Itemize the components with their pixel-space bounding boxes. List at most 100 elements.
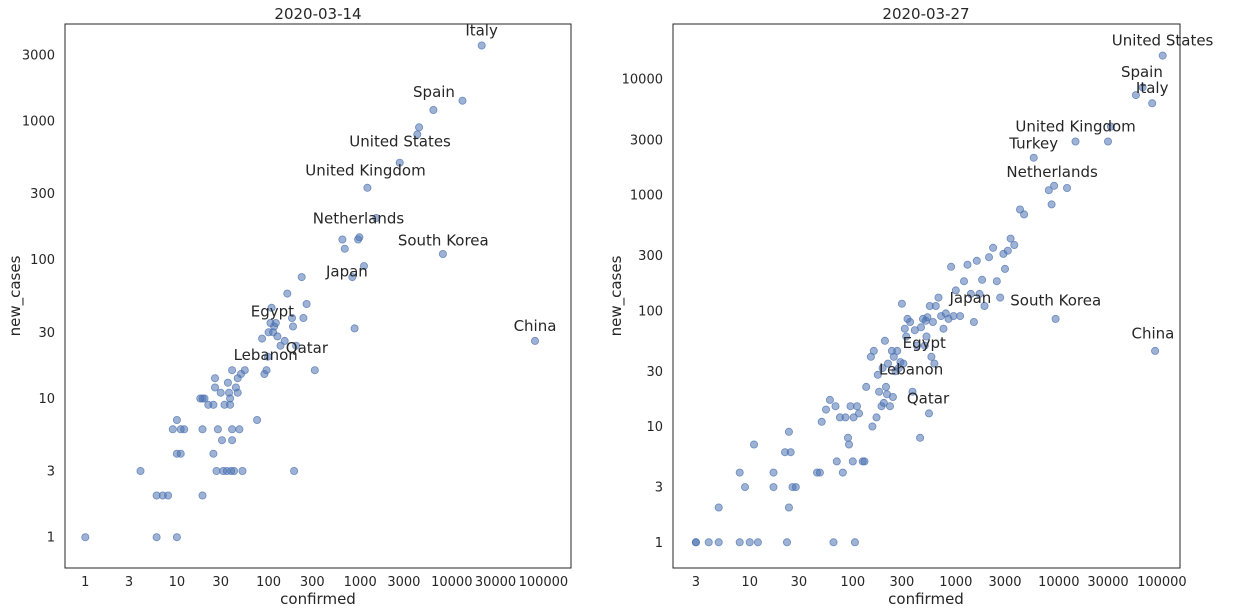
- data-point: [831, 402, 840, 411]
- data-point: [1029, 153, 1038, 162]
- data-point: [884, 359, 893, 368]
- annotation-label: United States: [349, 132, 451, 150]
- data-point: [228, 436, 237, 445]
- x-tick-label: 300: [300, 575, 325, 590]
- data-point: [714, 503, 723, 512]
- annotation-label: United Kingdom: [1015, 118, 1135, 136]
- data-point: [975, 289, 984, 298]
- annotation-label: Spain: [413, 83, 455, 101]
- x-tick-label: 30000: [1087, 575, 1128, 590]
- annotation-label: Turkey: [1008, 135, 1058, 153]
- data-point: [1158, 51, 1167, 60]
- x-tick-label: 100000: [519, 575, 569, 590]
- x-tick-label: 10: [169, 575, 186, 590]
- y-tick-labels: 1 3 10 30 100 300 1000 3000 10000: [622, 73, 663, 551]
- data-point: [972, 256, 981, 265]
- data-point: [198, 491, 207, 500]
- data-point: [1106, 122, 1115, 131]
- data-point: [1063, 183, 1072, 192]
- data-point: [287, 313, 296, 322]
- point-annotations: Italy Spain United States United Kingdom Net…: [234, 22, 557, 365]
- data-point: [989, 243, 998, 252]
- annotation-label: Egypt: [903, 334, 946, 352]
- data-point: [209, 400, 218, 409]
- data-point: [832, 457, 841, 466]
- data-point: [1151, 346, 1160, 355]
- data-point: [280, 336, 289, 345]
- y-tick-label: 3: [655, 481, 663, 496]
- data-point: [817, 417, 826, 426]
- x-tick-label: 100: [256, 575, 281, 590]
- scatter-points: [691, 51, 1167, 547]
- chart-panel-2020-03-14: 2020-03-14 Italy Spain United States United…: [6, 5, 572, 608]
- data-point: [963, 260, 972, 269]
- data-point: [838, 468, 847, 477]
- data-point: [889, 352, 898, 361]
- x-tick-label: 30: [212, 575, 229, 590]
- data-point: [235, 425, 244, 434]
- data-point: [939, 324, 948, 333]
- data-point: [786, 448, 795, 457]
- x-tick-label: 10000: [1038, 575, 1079, 590]
- data-point: [198, 425, 207, 434]
- annotation-label: United Kingdom: [305, 162, 425, 180]
- data-point: [338, 235, 347, 244]
- data-point: [735, 468, 744, 477]
- data-point: [136, 466, 145, 475]
- data-point: [888, 392, 897, 401]
- x-tick-label: 1000: [344, 575, 377, 590]
- data-point: [1044, 186, 1053, 195]
- x-tick-label: 30000: [475, 575, 516, 590]
- data-point: [273, 332, 282, 341]
- data-point: [947, 262, 956, 271]
- data-point: [783, 538, 792, 547]
- data-point: [849, 413, 858, 422]
- data-point: [862, 382, 871, 391]
- data-point: [164, 491, 173, 500]
- data-point: [913, 341, 922, 350]
- data-point: [853, 402, 862, 411]
- annotation-label: Netherlands: [313, 209, 405, 227]
- annotation-label: China: [1131, 325, 1174, 343]
- data-point: [848, 457, 857, 466]
- data-point: [899, 359, 908, 368]
- annotation-label: Lebanon: [879, 361, 943, 379]
- data-point: [209, 449, 218, 458]
- x-tick-label: 100000: [1137, 575, 1187, 590]
- x-tick-label: 10: [741, 575, 758, 590]
- data-point: [825, 395, 834, 404]
- data-point: [176, 449, 185, 458]
- data-point: [350, 324, 359, 333]
- data-point: [1148, 99, 1157, 108]
- data-point: [791, 483, 800, 492]
- data-point: [271, 318, 280, 327]
- annotation-label: Qatar: [907, 389, 950, 407]
- data-point: [288, 322, 297, 331]
- x-tick-labels: 1 3 10 30 100 300 1000 3000 10000 30000 100000: [81, 575, 568, 590]
- data-point: [855, 409, 864, 418]
- y-tick-label: 1000: [22, 115, 55, 130]
- data-point: [869, 346, 878, 355]
- data-point: [916, 433, 925, 442]
- data-point: [996, 293, 1005, 302]
- data-point: [1050, 181, 1059, 190]
- data-point: [1010, 240, 1019, 249]
- data-point: [226, 400, 235, 409]
- data-point: [868, 422, 877, 431]
- data-point: [872, 413, 881, 422]
- annotation-label: Egypt: [251, 303, 294, 321]
- y-tick-label: 1000: [630, 189, 663, 204]
- y-tick-labels: 1 3 10 30 100 300 1000 3000: [22, 48, 55, 545]
- annotation-label: Netherlands: [1006, 163, 1098, 181]
- y-tick-label: 10: [646, 420, 663, 435]
- y-tick-label: 3000: [22, 48, 55, 63]
- data-point: [893, 346, 902, 355]
- annotation-label: Italy: [465, 22, 498, 40]
- data-point: [299, 313, 308, 322]
- x-tick-label: 30: [791, 575, 808, 590]
- data-point: [210, 383, 219, 392]
- data-point: [878, 364, 887, 373]
- data-point: [213, 425, 222, 434]
